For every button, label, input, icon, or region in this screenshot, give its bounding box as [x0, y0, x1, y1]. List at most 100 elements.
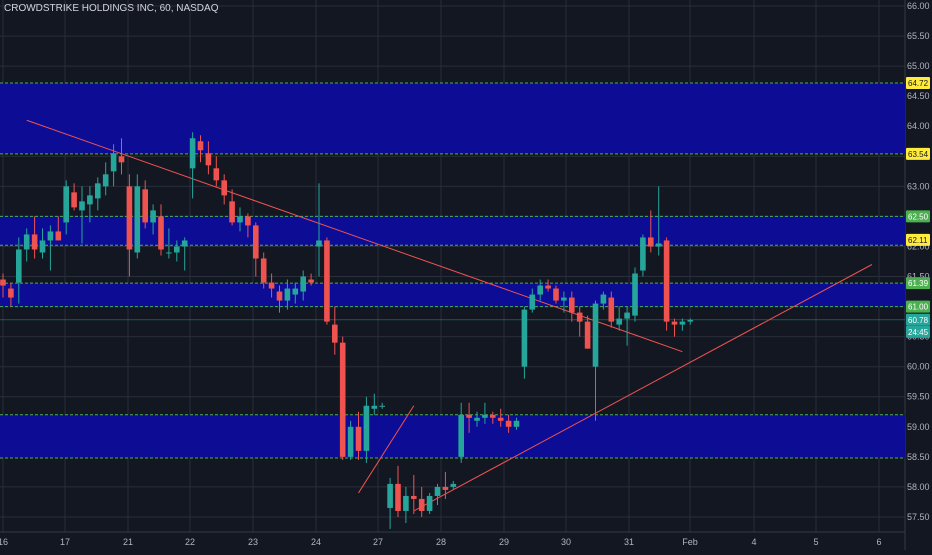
candle-body — [174, 246, 180, 253]
y-tick-label: 58.50 — [907, 452, 930, 462]
x-tick-label: 27 — [373, 537, 383, 547]
x-tick-label: 31 — [624, 537, 634, 547]
y-tick-label: 57.50 — [907, 512, 930, 522]
candle-body — [339, 342, 346, 457]
x-tick-label: 24 — [311, 537, 321, 547]
price-tag: 62.11 — [906, 233, 930, 246]
price-tag-label: 24:45 — [908, 328, 929, 337]
candle-body — [624, 312, 630, 319]
candle-body — [561, 297, 567, 301]
price-tag: 64.72 — [906, 76, 930, 89]
candle-body — [292, 288, 299, 295]
candle-body — [458, 414, 464, 457]
candle-body — [687, 319, 694, 322]
x-tick-label: 22 — [185, 537, 195, 547]
candle-body — [355, 426, 362, 451]
candle-body — [513, 420, 520, 427]
candle-body — [418, 498, 425, 511]
y-tick-label: 63.00 — [907, 181, 930, 191]
price-tag-bg — [906, 147, 930, 160]
candle-body — [497, 417, 504, 421]
candle-body — [276, 291, 283, 301]
price-tag-bg — [906, 233, 930, 246]
y-tick-label: 64.00 — [907, 121, 930, 131]
candles — [0, 132, 694, 529]
candle-body — [260, 258, 267, 283]
y-tick-label: 62.00 — [907, 241, 930, 251]
x-tick-label: 6 — [876, 537, 881, 547]
candle-body — [379, 405, 385, 407]
candle-body — [39, 240, 46, 253]
candle-body — [87, 195, 93, 205]
candle-body — [142, 189, 148, 223]
candle-body — [0, 279, 6, 286]
candle-body — [102, 174, 109, 187]
y-tick-label: 64.50 — [907, 91, 930, 101]
candle-body — [55, 231, 62, 241]
price-tag: 61.39 — [906, 277, 930, 290]
price-tag: 63.54 — [906, 147, 930, 160]
price-tag: 60.78 — [906, 313, 930, 326]
candle-body — [79, 201, 85, 211]
candle-body — [347, 426, 354, 457]
candle-body — [553, 288, 559, 301]
x-tick-label: 4 — [751, 537, 756, 547]
candle-body — [608, 297, 615, 322]
candle-body — [23, 234, 30, 250]
price-tag-label: 62.50 — [908, 212, 929, 221]
trendline — [358, 405, 415, 494]
price-tag-bg — [906, 76, 930, 89]
candle-body — [134, 186, 141, 253]
price-tag-bg — [906, 325, 930, 338]
y-tick-label: 60.00 — [907, 362, 930, 372]
candle-body — [300, 276, 306, 292]
trendlines — [26, 119, 873, 512]
candle-body — [205, 153, 212, 166]
candle-body — [221, 180, 227, 196]
y-tick-label: 65.00 — [907, 61, 930, 71]
candle-body — [545, 285, 551, 289]
candle-body — [434, 486, 441, 496]
candle-body — [316, 240, 322, 247]
price-tag-bg — [906, 210, 930, 223]
y-tick-label: 65.50 — [907, 31, 930, 41]
y-tick-label: 59.00 — [907, 422, 930, 432]
time-axis[interactable]: 16 17 21 22 23 24 27 28 29 30 31 Feb 4 5 6 — [0, 537, 882, 547]
candle-body — [324, 240, 330, 322]
candle-body — [181, 240, 188, 247]
candle-body — [284, 288, 291, 301]
y-tick-label: 61.50 — [907, 272, 930, 282]
candle-body — [663, 240, 670, 322]
candle-body — [426, 495, 433, 511]
candle-body — [648, 237, 654, 247]
x-tick-label: 30 — [561, 537, 571, 547]
candle-body — [600, 294, 607, 304]
price-tag-label: 62.11 — [908, 236, 928, 245]
candle-body — [450, 483, 457, 487]
price-tag-label: 61.39 — [908, 279, 929, 288]
candle-body — [442, 486, 449, 490]
price-tag-bg — [906, 277, 930, 290]
candle-body — [213, 168, 220, 181]
x-tick-label: 28 — [436, 537, 446, 547]
candle-body — [482, 414, 488, 418]
candle-body — [110, 153, 117, 172]
candle-body — [126, 186, 133, 250]
price-tag-bg — [906, 313, 930, 326]
price-tag-bg — [906, 300, 930, 313]
candle-body — [632, 273, 638, 316]
price-tag-label: 64.72 — [908, 79, 929, 88]
candle-body — [71, 192, 77, 208]
zone-band — [0, 283, 905, 307]
candle-body — [387, 483, 393, 508]
candle-body — [616, 318, 622, 325]
candle-body — [253, 225, 259, 259]
x-tick-label: 23 — [248, 537, 258, 547]
candle-body — [363, 405, 370, 451]
candle-body — [245, 216, 251, 226]
symbol-title: CROWDSTRIKE HOLDINGS INC, 60, NASDAQ — [4, 3, 219, 14]
candle-body — [576, 312, 583, 322]
candle-body — [8, 288, 14, 298]
